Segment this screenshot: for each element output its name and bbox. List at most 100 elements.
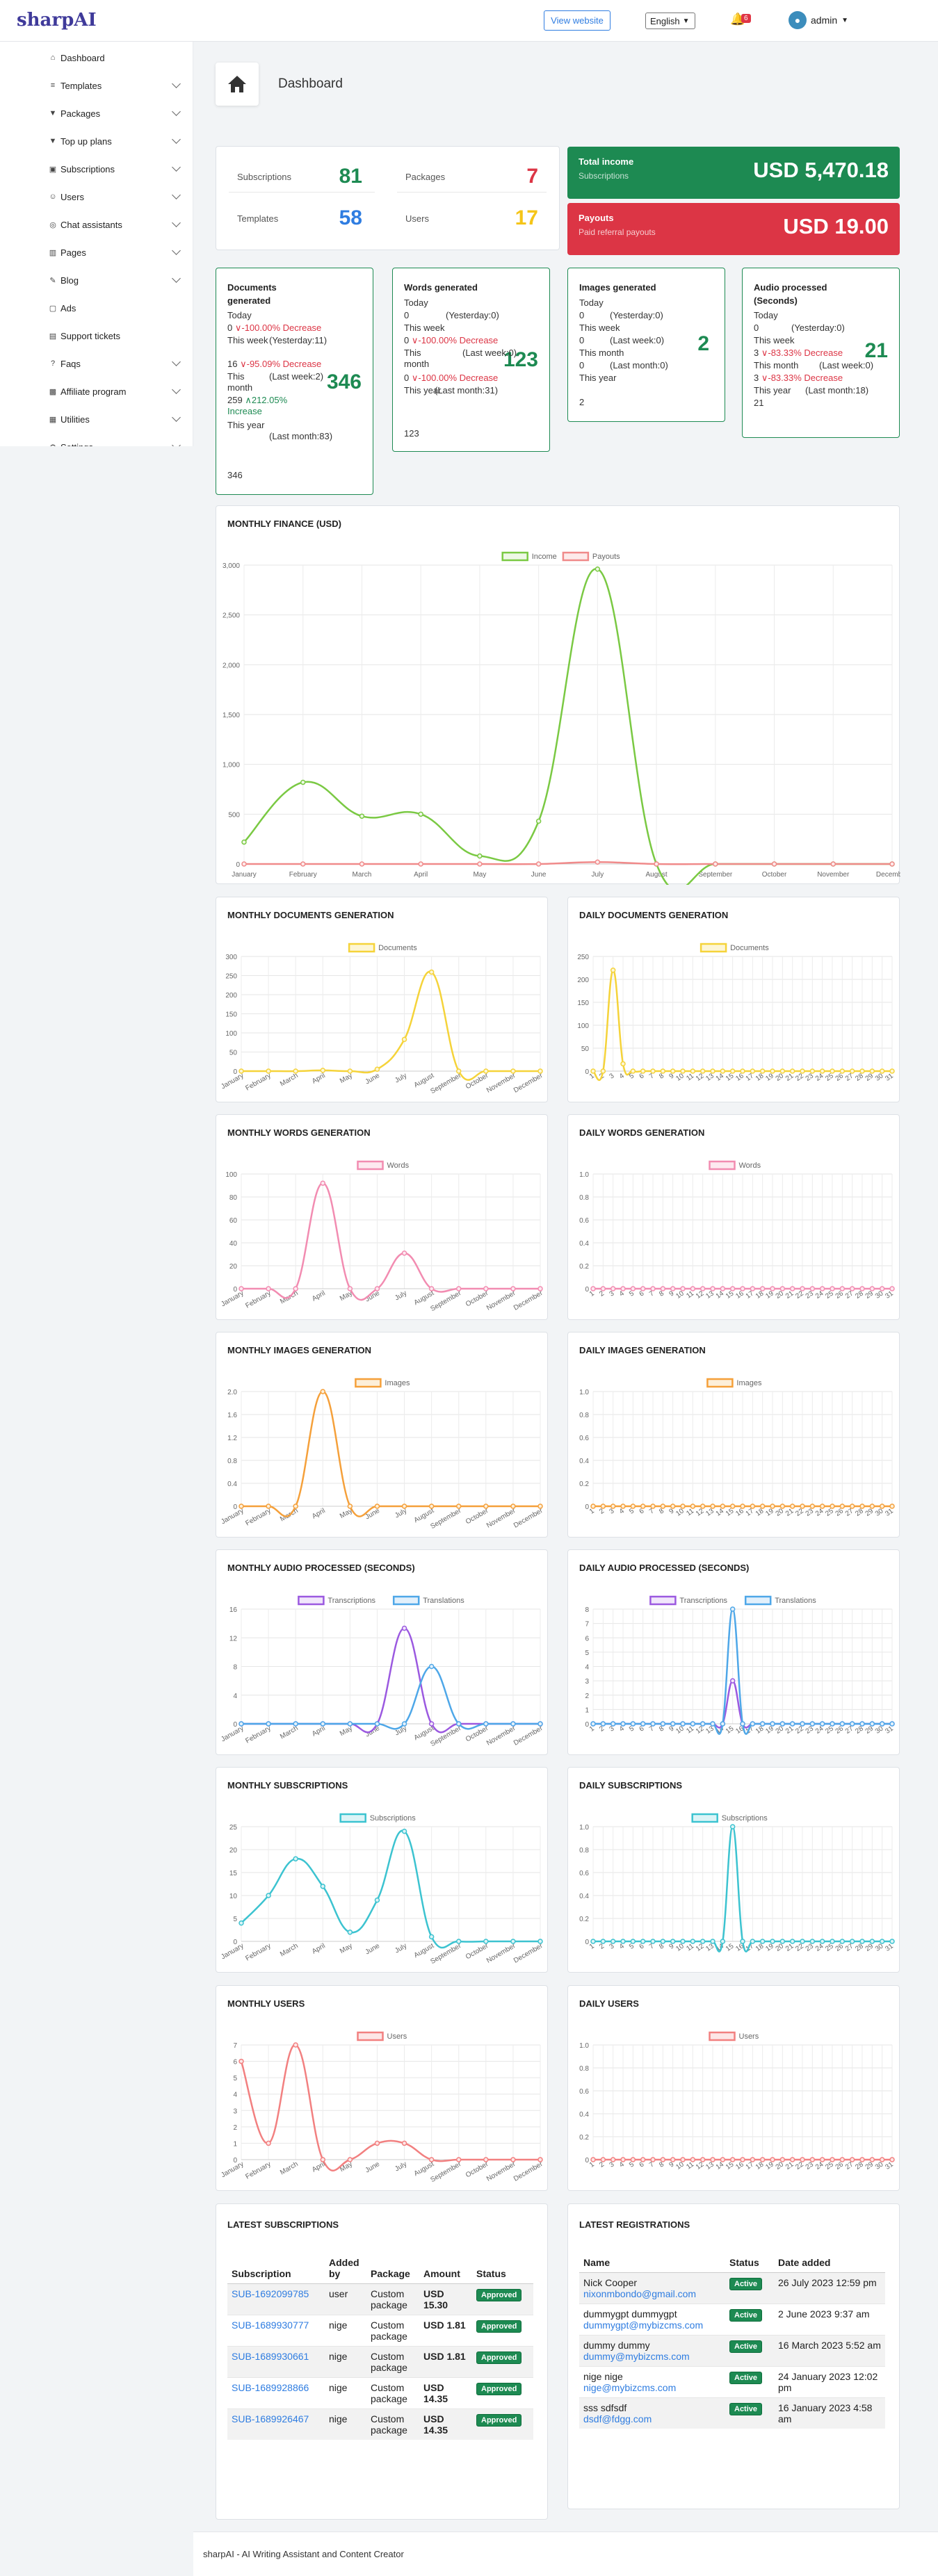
logo[interactable]: sharpAI [17, 10, 97, 31]
table-row[interactable]: dummy dummy dummy@mybizcms.com Active 16 Ma… [579, 2335, 885, 2367]
user-menu[interactable]: ● admin ▼ [789, 11, 848, 29]
data-point [690, 1068, 696, 1074]
sidebar-item-subscriptions[interactable]: ▣ Subscriptions [47, 162, 181, 176]
data-point [418, 811, 423, 817]
chevron-down-icon[interactable] [172, 79, 181, 88]
data-point [740, 1721, 745, 1727]
language-select[interactable]: English ▼ [645, 13, 695, 29]
stat-users[interactable]: Users 17 [397, 202, 547, 234]
data-point [595, 566, 601, 572]
chevron-down-icon[interactable] [172, 274, 181, 283]
x-tick-label: 19 [764, 2160, 775, 2171]
metric-value: 0 [579, 335, 585, 345]
legend-swatch [700, 943, 727, 953]
data-point [839, 2157, 846, 2162]
chevron-down-icon[interactable] [172, 218, 181, 227]
sidebar-item-faqs[interactable]: ? Faqs [47, 357, 181, 370]
data-point [347, 1068, 353, 1074]
chevron-down-icon[interactable] [172, 246, 181, 255]
stat-templates[interactable]: Templates 58 [229, 202, 375, 234]
x-tick-label: 22 [794, 1507, 805, 1518]
data-point [710, 1068, 715, 1074]
user-email-link[interactable]: dummygpt@mybizcms.com [583, 2320, 704, 2331]
notifications-button[interactable]: 🔔 6 [730, 13, 758, 28]
table-row[interactable]: SUB-1692099785 user Custom package USD 15.3… [227, 2283, 533, 2315]
chart-title: DAILY IMAGES GENERATION [579, 1345, 706, 1355]
chevron-down-icon[interactable] [172, 190, 181, 199]
sidebar-item-users[interactable]: ☺ Users [47, 190, 181, 204]
data-point [590, 1068, 596, 1074]
x-tick-label: 28 [854, 1725, 865, 1736]
sidebar-item-support-tickets[interactable]: ▤ Support tickets [47, 329, 179, 343]
x-tick-label: 22 [794, 1289, 805, 1301]
subscription-link[interactable]: SUB-1689930661 [232, 2351, 309, 2362]
chevron-down-icon[interactable] [172, 107, 181, 116]
sidebar-item-blog[interactable]: ✎ Blog [47, 273, 181, 287]
x-tick-label: 24 [814, 1289, 825, 1301]
x-tick-label: 28 [854, 1289, 865, 1301]
date-added-cell: 16 January 2023 4:58 am [774, 2397, 885, 2429]
user-email-link[interactable]: nixonmbondo@gmail.com [583, 2288, 697, 2299]
chevron-down-icon[interactable] [172, 441, 181, 446]
added-by-cell: nige [325, 2377, 366, 2409]
sidebar-item-chat-assistants[interactable]: ◎ Chat assistants [47, 218, 181, 231]
package-cell: Custom package [366, 2315, 419, 2347]
sidebar-item-ads[interactable]: ▢ Ads [47, 301, 179, 315]
table-row[interactable]: Nick Cooper nixonmbondo@gmail.com Active 26… [579, 2272, 885, 2304]
data-point [455, 1721, 462, 1727]
data-point [690, 1721, 696, 1727]
x-tick-label: March [279, 1942, 300, 1958]
package-cell: Custom package [366, 2377, 419, 2409]
table-row[interactable]: SUB-1689928866 nige Custom package USD 14.3… [227, 2377, 533, 2409]
chevron-down-icon[interactable] [172, 385, 181, 394]
x-tick-label: December [512, 2160, 544, 2183]
chevron-down-icon: ▼ [682, 17, 690, 25]
metric-previous: (Yesterday:11) [269, 335, 328, 345]
sidebar-item-utilities[interactable]: ▦ Utilities [47, 412, 181, 426]
sidebar-item-packages[interactable]: ▼ Packages [47, 106, 181, 120]
table-row[interactable]: sss sdfsdf dsdf@fdgg.com Active 16 January … [579, 2397, 885, 2429]
data-point [809, 1286, 816, 1291]
subscription-link[interactable]: SUB-1689930777 [232, 2320, 309, 2331]
sidebar-item-settings[interactable]: ⚙Settings [47, 440, 181, 446]
y-tick-label: 250 [577, 954, 589, 961]
table-row[interactable]: SUB-1689930661 nige Custom package USD 1.81… [227, 2346, 533, 2378]
chevron-down-icon[interactable] [172, 413, 181, 422]
subscription-link[interactable]: SUB-1689928866 [232, 2382, 309, 2393]
table-row[interactable]: SUB-1689926467 nige Custom package USD 14.3… [227, 2408, 533, 2440]
sidebar-item-affiliate-program[interactable]: ▩ Affiliate program [47, 384, 181, 398]
chevron-down-icon[interactable] [172, 357, 181, 366]
sidebar-item-templates[interactable]: ≡ Templates [47, 79, 181, 92]
y-tick-label: 40 [229, 1240, 238, 1248]
table-row[interactable]: SUB-1689930777 nige Custom package USD 1.81… [227, 2315, 533, 2347]
chart-title: DAILY USERS [579, 1998, 639, 2009]
x-tick-label: 9 [668, 1507, 676, 1515]
sidebar-item-pages[interactable]: ▥ Pages [47, 245, 181, 259]
chevron-down-icon[interactable] [172, 163, 181, 172]
chevron-down-icon[interactable] [172, 135, 181, 144]
data-point [374, 1066, 380, 1072]
subscription-link[interactable]: SUB-1689926467 [232, 2413, 309, 2424]
x-tick-label: December [512, 1289, 544, 1312]
x-tick-label: 26 [834, 1072, 846, 1083]
user-email-link[interactable]: dummy@mybizcms.com [583, 2351, 690, 2362]
user-email-link[interactable]: dsdf@fdgg.com [583, 2413, 652, 2424]
x-tick-label: 16 [734, 1072, 745, 1083]
sidebar-item-dashboard[interactable]: ⌂ Dashboard [47, 51, 179, 65]
monthly-subscriptions-chart-card: MONTHLY SUBSCRIPTIONS Subscriptions 0 5 10 15… [216, 1767, 548, 1973]
y-tick-label: 2,500 [223, 612, 240, 620]
stat-subscriptions[interactable]: Subscriptions 81 [229, 161, 375, 193]
sidebar-item-top-up-plans[interactable]: ▼ Top up plans [47, 134, 181, 148]
legend-swatch [709, 1160, 736, 1171]
user-email-link[interactable]: nige@mybizcms.com [583, 2382, 677, 2393]
x-tick-label: 9 [668, 1072, 676, 1080]
dashboard-home-button[interactable] [216, 63, 259, 106]
table-row[interactable]: dummygpt dummygpt dummygpt@mybizcms.com Ac… [579, 2304, 885, 2335]
subscription-link[interactable]: SUB-1692099785 [232, 2288, 309, 2299]
view-website-button[interactable]: View website [544, 10, 610, 31]
x-tick-label: 27 [844, 2160, 855, 2171]
table-row[interactable]: nige nige nige@mybizcms.com Active 24 Janua… [579, 2366, 885, 2398]
stat-packages[interactable]: Packages 7 [397, 161, 547, 193]
